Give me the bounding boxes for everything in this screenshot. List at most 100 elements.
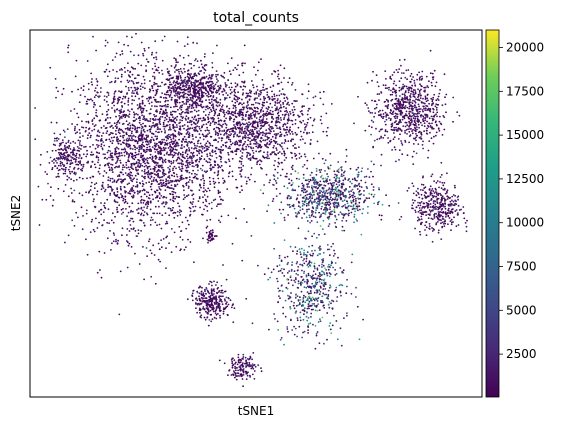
scatter-point [274,70,276,73]
scatter-point [161,159,164,161]
scatter-point [148,96,151,99]
scatter-point [67,153,69,156]
scatter-point [316,140,319,143]
scatter-point [51,204,54,207]
scatter-point [429,108,432,110]
scatter-point [154,125,157,127]
scatter-point [171,190,174,193]
scatter-point [425,116,427,118]
scatter-point [400,64,402,67]
scatter-point [174,110,177,113]
scatter-point [418,120,421,122]
scatter-point [259,122,262,124]
scatter-point [74,75,77,78]
scatter-point [176,40,179,43]
scatter-point [400,107,402,109]
scatter-point [407,128,409,131]
scatter-point [191,162,193,164]
scatter-point [147,197,150,199]
scatter-point [80,148,82,150]
scatter-point [439,115,441,118]
scatter-point [144,177,146,180]
scatter-point [311,131,314,134]
scatter-point [425,75,428,78]
scatter-point [259,159,261,162]
scatter-point [117,120,119,123]
scatter-point [136,172,139,175]
scatter-point [283,134,286,137]
scatter-point [304,129,306,131]
scatter-point [401,153,404,156]
scatter-point [143,82,146,85]
scatter-point [411,109,414,112]
scatter-point [229,88,232,91]
scatter-point [158,141,161,144]
scatter-point [154,221,157,224]
scatter-point [157,101,160,103]
scatter-point [109,194,111,196]
scatter-point [109,192,112,195]
scatter-point [128,175,130,178]
scatter-point [279,100,282,102]
scatter-point [280,93,283,95]
scatter-point [233,134,235,136]
scatter-point [245,92,248,95]
scatter-point [218,137,221,139]
scatter-point [130,137,133,140]
scatter-point [153,71,156,74]
scatter-point [266,135,268,138]
scatter-point [207,187,210,190]
scatter-point [141,180,144,183]
scatter-point [90,220,93,223]
scatter-point [173,66,176,69]
scatter-point [176,210,179,213]
scatter-point [208,99,211,101]
scatter-point [244,141,247,143]
scatter-point [153,119,155,122]
scatter-point [205,123,208,125]
scatter-point [253,99,256,101]
scatter-point [412,76,414,78]
scatter-point [166,78,169,80]
scatter-point [192,106,195,109]
scatter-point [89,136,92,139]
scatter-point [130,165,133,167]
scatter-point [386,87,389,89]
scatter-point [283,154,286,157]
scatter-point [155,156,158,159]
scatter-point [106,198,109,201]
scatter-point [412,112,415,115]
scatter-point [215,101,218,103]
scatter-point [178,166,181,169]
scatter-point [133,113,136,116]
scatter-point [181,104,184,107]
scatter-point [71,199,74,202]
scatter-point [202,123,205,126]
scatter-point [200,90,203,93]
scatter-point [419,76,422,78]
scatter-point [171,142,174,145]
scatter-point [244,136,247,139]
scatter-point [67,168,70,171]
scatter-point [308,132,311,134]
scatter-point [163,128,166,130]
scatter-point [77,116,80,119]
scatter-point [82,153,85,156]
scatter-point [110,152,112,155]
scatter-point [243,106,245,109]
scatter-point [127,115,129,117]
scatter-point [411,102,414,105]
scatter-point [121,130,124,132]
scatter-point [186,132,189,134]
scatter-point [212,120,214,123]
scatter-point [203,91,205,94]
scatter-point [135,161,138,164]
scatter-point [413,93,416,96]
scatter-point [436,124,438,127]
scatter-point [154,100,157,102]
scatter-point [235,153,238,156]
scatter-point [319,97,322,100]
scatter-point [143,131,146,133]
scatter-point [167,147,170,149]
scatter-point [63,152,66,154]
